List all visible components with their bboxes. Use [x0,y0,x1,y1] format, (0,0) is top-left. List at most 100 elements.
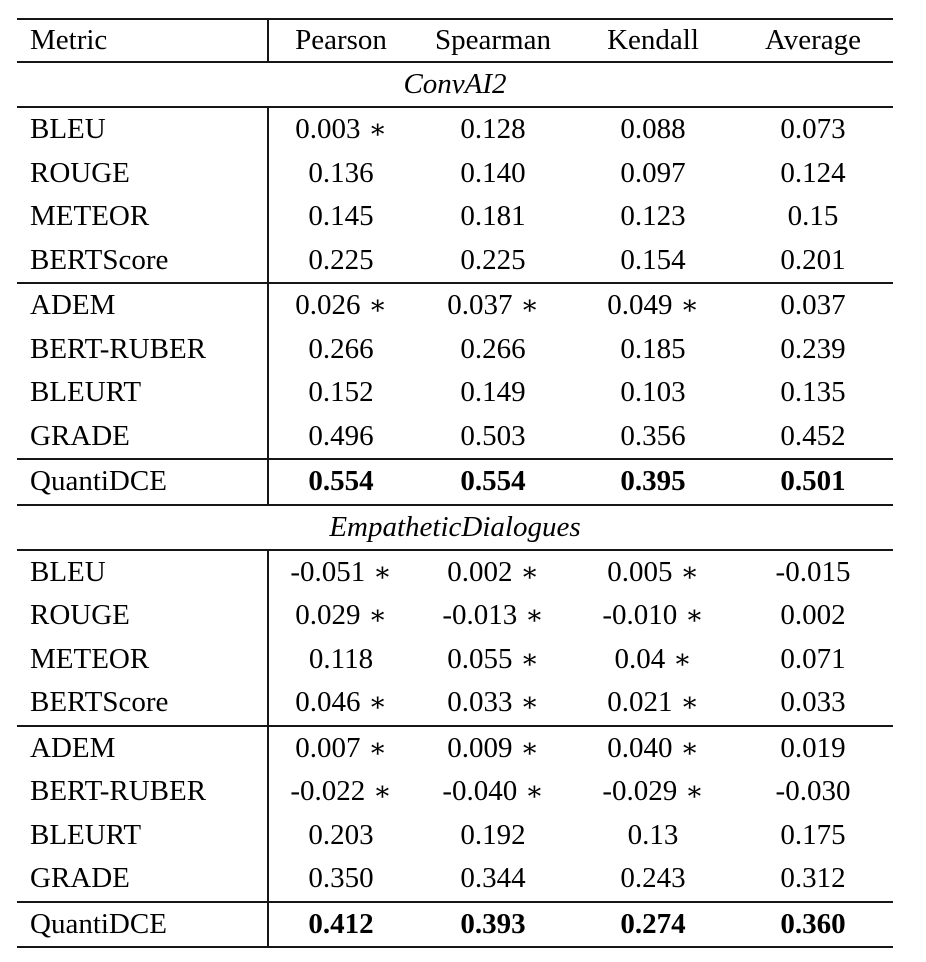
table-row: METEOR 0.145 0.181 0.123 0.15 [17,195,893,239]
value-cell: -0.040 ∗ [413,770,573,814]
value-cell: 0.266 [267,327,413,371]
value-cell: 0.002 [733,594,893,638]
value-cell: 0.103 [573,371,733,415]
table-row: BERT-RUBER 0.266 0.266 0.185 0.239 [17,327,893,372]
value: 0.135 [780,376,846,409]
value: 0.005 [607,555,673,588]
value: 0.097 [620,156,686,189]
value-cell: 0.243 [573,857,733,901]
value-cell: 0.152 [267,371,413,415]
metric-label: METEOR [30,200,150,233]
value: 0.071 [780,642,846,675]
value: 0.350 [308,862,374,895]
col-header-spearman: Spearman [435,24,551,56]
rule-top [17,18,893,20]
value-cell: 0.021 ∗ [573,681,733,725]
metric-label: BERT-RUBER [30,775,207,808]
value-cell: 0.073 [733,108,893,152]
value: 0.154 [620,243,686,276]
value: -0.013 [442,599,518,632]
metric-label: ADEM [30,289,116,322]
value-cell: 0.033 ∗ [413,681,573,725]
significance-star: ∗ [680,290,699,322]
value: -0.030 [775,775,851,808]
significance-star: ∗ [680,556,699,588]
value: 0.037 [447,289,513,322]
value: 0.040 [607,731,673,764]
value: 0.055 [447,642,513,675]
col-header-kendall: Kendall [607,24,699,56]
value: 0.026 [295,289,361,322]
value-cell: 0.503 [413,415,573,459]
value: 0.503 [460,419,526,452]
value: 0.152 [308,376,374,409]
significance-star: ∗ [520,556,539,588]
value-cell: 0.136 [267,151,413,195]
value: 0.412 [308,907,374,940]
value: 0.13 [627,818,679,851]
significance-star: ∗ [685,776,704,808]
value-cell: 0.149 [413,371,573,415]
rule-horizontal [17,548,893,551]
significance-star: ∗ [373,556,392,588]
value: 0.266 [308,332,374,365]
value: 0.140 [460,156,526,189]
table-row: METEOR 0.118 0.055 ∗ 0.04 ∗ 0.071 [17,637,893,682]
value-cell: 0.046 ∗ [267,681,413,725]
rule-horizontal [17,503,893,506]
table-row: ROUGE 0.029 ∗ -0.013 ∗ -0.010 ∗ 0.002 [17,594,893,638]
value: 0.033 [447,686,513,719]
value-cell: 0.412 [267,902,413,946]
metric-label: ROUGE [30,156,130,189]
value-cell: 0.037 [733,284,893,328]
significance-star: ∗ [368,732,387,764]
significance-star: ∗ [368,687,387,719]
value-cell: 0.071 [733,638,893,682]
metric-label: GRADE [30,862,130,895]
table-row: ROUGE 0.136 0.140 0.097 0.124 [17,151,893,195]
value: -0.022 [290,775,366,808]
value: 0.007 [295,731,361,764]
value-cell: 0.154 [573,239,733,283]
significance-star: ∗ [520,290,539,322]
value: 0.201 [780,243,846,276]
metric-label: GRADE [30,419,130,452]
metric-label: BLEURT [30,376,142,409]
value-cell: 0.026 ∗ [267,284,413,328]
significance-star: ∗ [520,732,539,764]
significance-star: ∗ [373,776,392,808]
value: 0.393 [460,907,526,940]
value-cell: 0.128 [413,108,573,152]
significance-star: ∗ [685,600,704,632]
value-cell: 0.135 [733,371,893,415]
table-row: GRADE 0.496 0.503 0.356 0.452 [17,414,893,459]
value-cell: -0.029 ∗ [573,770,733,814]
value: 0.192 [460,818,526,851]
table-row: BERT-RUBER -0.022 ∗ -0.040 ∗ -0.029 ∗ -0.030 [17,770,893,814]
value-cell: -0.015 [733,551,893,595]
value: 0.452 [780,419,846,452]
value-cell: 0.554 [267,460,413,504]
value: 0.175 [780,818,846,851]
header-row: Metric Pearson Spearman Kendall Average [17,20,893,61]
value-cell: 0.201 [733,239,893,283]
value: 0.225 [308,243,374,276]
value: 0.243 [620,862,686,895]
value-cell: 0.496 [267,414,413,458]
value: 0.04 [614,642,666,675]
value-cell: 0.350 [267,857,413,901]
table-row: ADEM 0.007 ∗ 0.009 ∗ 0.040 ∗ 0.019 [17,726,893,770]
significance-star: ∗ [520,643,539,675]
value-cell: -0.013 ∗ [413,594,573,638]
value: 0.496 [308,419,374,452]
value-cell: 0.239 [733,328,893,372]
value-cell: 0.15 [733,195,893,239]
value: -0.010 [602,599,678,632]
value-cell: 0.344 [413,857,573,901]
significance-star: ∗ [368,600,387,632]
value: 0.128 [460,113,526,146]
value-cell: 0.037 ∗ [413,284,573,328]
value: 0.149 [460,376,526,409]
value: 0.239 [780,332,846,365]
